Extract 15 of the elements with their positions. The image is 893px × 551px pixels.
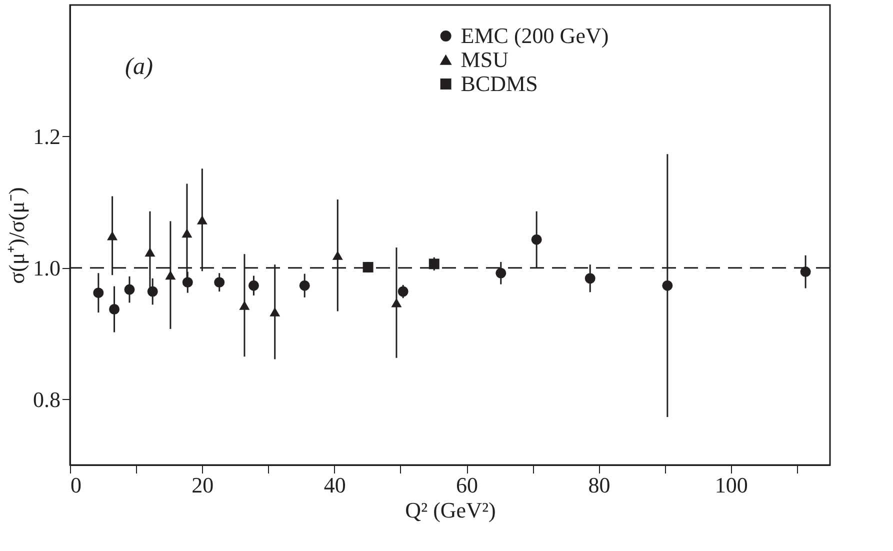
- y-axis-title: σ(μ⁺)/σ(μ⁻): [4, 187, 29, 284]
- y-tick-label: 1.0: [33, 255, 60, 280]
- annotation: (a): [125, 54, 153, 80]
- x-tick-label: 80: [588, 472, 610, 498]
- y-tick-label: 1.2: [33, 124, 60, 149]
- legend-label: BCDMS: [460, 71, 538, 96]
- x-tick-label: 40: [324, 472, 346, 498]
- legend-label: EMC (200 GeV): [460, 23, 609, 48]
- y-tick-label: 0.8: [33, 386, 60, 412]
- x-tick-label: 0: [70, 472, 82, 498]
- x-tick-label: 20: [192, 472, 214, 498]
- x-tick-label: 60: [456, 472, 478, 498]
- x-axis-title: Q² (GeV²): [405, 498, 496, 522]
- x-tick-label: 100: [714, 472, 748, 498]
- legend-label: MSU: [460, 47, 509, 72]
